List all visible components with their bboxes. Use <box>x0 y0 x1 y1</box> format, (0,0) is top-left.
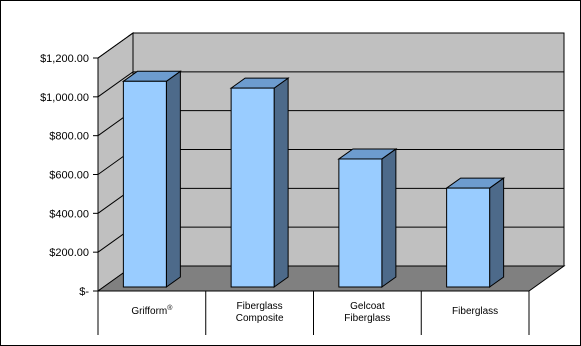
bar <box>122 80 167 288</box>
bar-side <box>381 147 397 288</box>
x-category-label: Gelcoat <box>350 301 385 312</box>
x-category-label: Fiberglass <box>452 306 498 317</box>
y-tick-label: $800.00 <box>49 131 89 143</box>
y-tick-label: $200.00 <box>49 247 89 259</box>
y-tick-label: $1,200.00 <box>40 53 89 65</box>
bar-side <box>489 177 505 288</box>
y-tick-label: $1,000.00 <box>40 92 89 104</box>
bar <box>230 87 275 288</box>
bar <box>446 187 491 288</box>
x-category-label: Grifform® <box>131 304 173 317</box>
registered-mark: ® <box>167 304 173 312</box>
gridline <box>97 32 564 59</box>
x-category-label: Fiberglass <box>237 301 283 312</box>
x-category-label: Fiberglass <box>344 313 390 324</box>
y-tick-label: $- <box>79 286 89 298</box>
bar <box>338 158 383 288</box>
bar-side <box>273 77 289 288</box>
x-category-label: Composite <box>236 313 284 324</box>
gridline <box>97 71 564 98</box>
bar-side <box>165 70 181 288</box>
y-tick-label: $600.00 <box>49 170 89 182</box>
y-tick-label: $400.00 <box>49 208 89 220</box>
